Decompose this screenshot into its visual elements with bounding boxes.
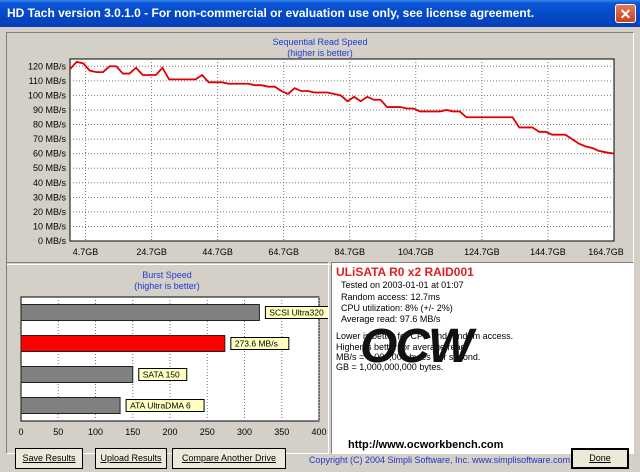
compare-drive-label: Compare Another Drive [181, 453, 277, 463]
title-bar: HD Tach version 3.0.1.0 - For non-commer… [0, 0, 640, 27]
burst-x-tick-label: 0 [18, 427, 23, 437]
save-results-button[interactable]: Save Results [15, 448, 83, 469]
burst-x-tick-label: 50 [53, 427, 63, 437]
burst-bar-label: ATA UltraDMA 6 [130, 401, 191, 411]
burst-x-tick-label: 200 [162, 427, 177, 437]
burst-x-tick-label: 250 [200, 427, 215, 437]
results-panel: ULiSATA R0 x2 RAID001 Tested on 2003-01-… [331, 262, 634, 454]
chart-subtitle: (higher is better) [287, 48, 353, 58]
sequential-read-panel: Sequential Read Speed (higher is better)… [6, 32, 634, 265]
burst-label-box [230, 337, 290, 350]
window-title: HD Tach version 3.0.1.0 - For non-commer… [7, 6, 535, 20]
x-tick-label: 84.7GB [334, 247, 365, 257]
burst-chart: 0 50 100 150 200 250 300 350 400 SCSI Ultra320 273… [18, 296, 328, 437]
burst-bar [20, 397, 121, 414]
burst-label-box [125, 399, 205, 412]
tested-date: Tested on 2003-01-01 at 01:07 [341, 280, 464, 290]
y-tick-label: 90 MB/s [33, 105, 67, 115]
x-tick-label: 24.7GB [136, 247, 167, 257]
burst-bar [20, 304, 260, 321]
compare-drive-button[interactable]: Compare Another Drive [172, 448, 286, 469]
burst-bar-label: SCSI Ultra320 [269, 308, 324, 318]
drive-name: ULiSATA R0 x2 RAID001 [336, 265, 474, 279]
burst-subtitle: (higher is better) [134, 281, 200, 291]
y-tick-label: 60 MB/s [33, 149, 67, 159]
website-url: http://www.ocworkbench.com [348, 439, 504, 451]
upload-results-button[interactable]: Upload Results [95, 448, 167, 469]
cpu-utilization: CPU utilization: 8% (+/- 2%) [341, 303, 453, 313]
copyright-text: Copyright (C) 2004 Simpli Software, Inc.… [309, 455, 571, 465]
burst-bar-label: 273.6 MB/s [235, 339, 278, 349]
y-tick-label: 100 MB/s [28, 90, 67, 100]
burst-label-box [138, 368, 188, 381]
y-tick-label: 120 MB/s [28, 61, 67, 71]
y-tick-label: 110 MB/s [29, 76, 67, 86]
x-tick-label: 124.7GB [464, 247, 500, 257]
y-tick-label: 40 MB/s [33, 178, 67, 188]
x-tick-label: 164.7GB [588, 247, 624, 257]
burst-x-tick-label: 400 [311, 427, 326, 437]
average-read: Average read: 97.6 MB/s [341, 314, 441, 324]
burst-bar [20, 366, 134, 383]
y-tick-label: 20 MB/s [33, 207, 67, 217]
read-chart: 0 MB/s 10 MB/s 20 MB/s 30 MB/s 40 MB/s 50 MB/… [28, 58, 624, 257]
x-tick-label: 144.7GB [530, 247, 566, 257]
x-tick-label: 4.7GB [73, 247, 99, 257]
y-tick-label: 80 MB/s [33, 120, 67, 130]
x-tick-label: 104.7GB [398, 247, 434, 257]
burst-label-box [264, 306, 328, 319]
y-tick-label: 70 MB/s [33, 134, 67, 144]
note-line: Higher is better for average read. [336, 342, 469, 352]
save-results-label: Save Results [22, 453, 76, 463]
upload-results-label: Upload Results [100, 453, 162, 463]
y-tick-label: 0 MB/s [38, 236, 67, 246]
chart-title: Sequential Read Speed [272, 37, 368, 47]
x-tick-label: 64.7GB [268, 247, 299, 257]
main-window-body: Sequential Read Speed (higher is better)… [0, 27, 640, 472]
x-tick-label: 44.7GB [202, 247, 233, 257]
ocw-logo-text: OCW [360, 320, 473, 373]
burst-x-tick-label: 350 [274, 427, 289, 437]
note-line: Lower is better for CPU and random acces… [336, 331, 514, 341]
close-icon[interactable]: ✕ [615, 4, 636, 23]
burst-bar-label: SATA 150 [143, 370, 180, 380]
note-line: MB/s = 1,000,000 bytes per second. [336, 352, 481, 362]
burst-x-tick-label: 150 [125, 427, 140, 437]
burst-speed-panel: Burst Speed (higher is better) 0 50 100 150… [6, 262, 329, 454]
random-access: Random access: 12.7ms [341, 292, 441, 302]
y-tick-label: 30 MB/s [33, 192, 67, 202]
done-label: Done [589, 453, 611, 463]
burst-x-tick-label: 300 [237, 427, 252, 437]
y-tick-label: 10 MB/s [33, 221, 67, 231]
done-button[interactable]: Done [571, 448, 629, 469]
note-line: GB = 1,000,000,000 bytes. [336, 362, 444, 372]
burst-title: Burst Speed [142, 270, 192, 280]
burst-x-tick-label: 100 [88, 427, 103, 437]
ocw-logo: OCW http://www.ocworkbench.com [348, 320, 512, 451]
burst-bar [20, 335, 226, 352]
y-tick-label: 50 MB/s [33, 163, 67, 173]
plot-area [69, 58, 615, 242]
